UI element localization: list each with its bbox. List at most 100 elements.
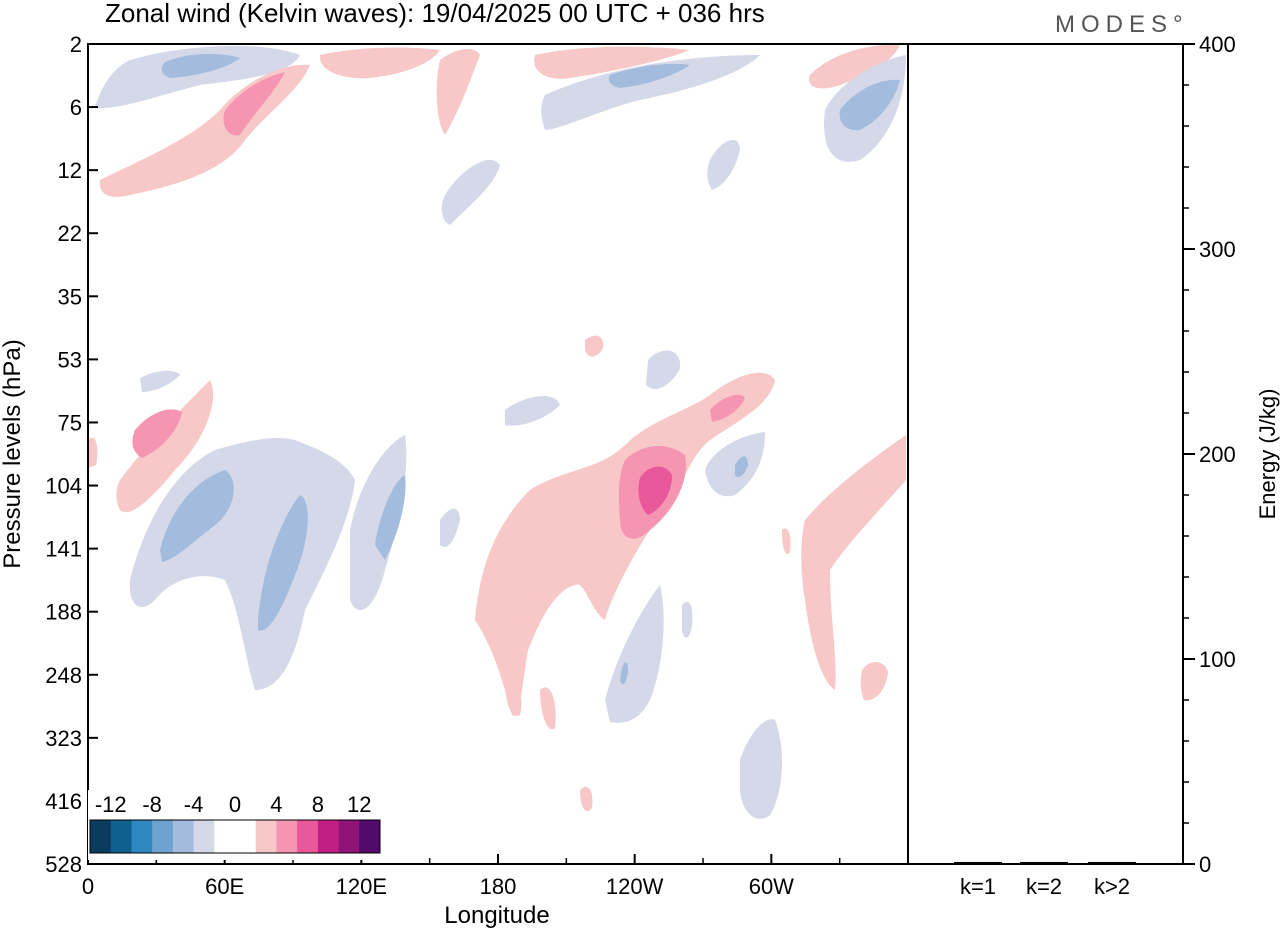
contour-neg4-top-right [541,55,760,130]
colorbar-swatch [193,820,215,853]
contour-neg8-center-left [375,475,406,560]
modes-logo: MODES° [1055,11,1189,38]
contour-pos4-lower-center-b [540,687,556,730]
colorbar-swatch [255,820,277,853]
contour-neg4-bottom-right [740,719,782,819]
energy-category-label: k=1 [960,874,996,899]
y-tick-label: 2 [70,32,82,57]
contour-neg8-lower-left-b [258,495,308,631]
colorbar-swatch [152,820,174,853]
colorbar-label: -8 [142,792,162,817]
contour-pos4-corner [809,44,900,89]
contour-neg4-upper-left [95,45,300,109]
y-tick-label: 35 [58,284,82,309]
contour-pos4-small-b [580,786,593,812]
energy-category-label: k>2 [1094,874,1130,899]
x-axis-label: Longitude [444,902,549,929]
y2-axis-label: Energy (J/kg) [1255,389,1280,520]
y-tick-label: 528 [45,852,82,877]
contour-neg4-150 [440,508,460,548]
x-tick-label: 120W [606,874,664,899]
y-tick-label: 416 [45,789,82,814]
contour-pos4-center [475,372,775,716]
contour-pos8-right-75 [710,394,745,422]
contour-neg4-75-mid [505,395,560,426]
colorbar-label: 8 [312,792,324,817]
y2-tick-label: 300 [1199,237,1236,262]
contour-pos4-left-75 [116,380,214,513]
contour-pos4-top-mid [436,48,480,135]
energy-category-label: k=2 [1026,874,1062,899]
colorbar-swatch [276,820,298,853]
colorbar-label: 12 [347,792,371,817]
colorbar-swatch [214,820,236,853]
x-tick-label: 120E [336,874,387,899]
energy-bars: k=1 k=2 k>2 [954,861,1136,899]
energy-panel-border [907,43,1184,865]
colorbar-label: -12 [95,792,127,817]
contour-neg4-center-left [350,435,407,610]
x-tick-label: 60W [749,874,794,899]
x-tick-label: 180 [480,874,517,899]
contour-neg4-lower-mid [605,585,664,723]
contour-neg8-corner [839,79,900,131]
y-tick-label: 12 [58,158,82,183]
contour-pos8-left-75 [132,409,182,458]
chart-title: Zonal wind (Kelvin waves): 19/04/2025 00… [105,0,765,28]
contour-neg8-lower-left-a [160,470,234,562]
colorbar: -12 -8 -4 0 4 8 12 [88,790,382,860]
contour-pos4-top-center [319,47,440,79]
y2-tick-label: 100 [1199,647,1236,672]
colorbar-label: 0 [229,792,241,817]
contour-pos4-top-right [534,46,690,79]
y2-tick-label: 400 [1199,32,1236,57]
contour-neg4-53 [140,370,180,392]
energy-axis: 0 100 200 300 400 [1183,32,1236,877]
colorbar-swatch [172,820,195,853]
colorbar-swatch [90,820,112,853]
y-tick-label: 75 [58,410,82,435]
longitude-axis: 0 60E 120E 180 120W 60W [82,854,841,899]
y-tick-label: 188 [45,600,82,625]
y-tick-label: 104 [45,474,82,499]
x-tick-label: 0 [82,874,94,899]
contour-neg8-upper-left [161,53,240,78]
contour-neg8-lower-mid [620,662,628,685]
colorbar-border [89,819,381,854]
pressure-axis: 2 6 12 22 35 53 75 104 141 188 248 323 416 528 [45,32,98,877]
y2-tick-label: 0 [1199,852,1211,877]
energy-bar [954,861,1002,863]
colorbar-swatch [297,820,319,853]
x-tick-label: 60E [205,874,244,899]
colorbar-swatch [317,820,340,853]
contour-pos12-center [638,466,672,515]
colorbar-swatch [235,820,257,853]
y-axis-label: Pressure levels (hPa) [0,339,26,568]
energy-bar [1088,861,1136,863]
contour-pos4-small-right [860,661,888,701]
contour-neg4-mid-upper [441,159,500,225]
colorbar-swatch [110,820,132,853]
colorbar-label: -4 [184,792,204,817]
contour-neg4-small-a [682,601,693,638]
colorbar-label: 4 [270,792,282,817]
contour-field [88,44,906,819]
contour-pos4-small-d [88,437,98,468]
contour-pos4-53-mid [585,335,604,357]
colorbar-swatch [338,820,360,853]
colorbar-swatch [359,820,381,853]
y2-tick-label: 200 [1199,442,1236,467]
colorbar-swatch [131,820,153,853]
contour-neg4-right-104 [705,432,765,497]
contour-neg4-right-upper [707,139,740,190]
contour-neg8-right-104 [735,456,748,477]
contour-pos4-lower-center [505,677,522,716]
y-tick-label: 22 [58,221,82,246]
contour-pos4-right-lower [801,435,906,690]
contour-neg4-53-right [646,350,681,389]
y-tick-label: 323 [45,726,82,751]
energy-bar [1020,861,1068,863]
y-tick-label: 53 [58,347,82,372]
y-tick-label: 248 [45,663,82,688]
